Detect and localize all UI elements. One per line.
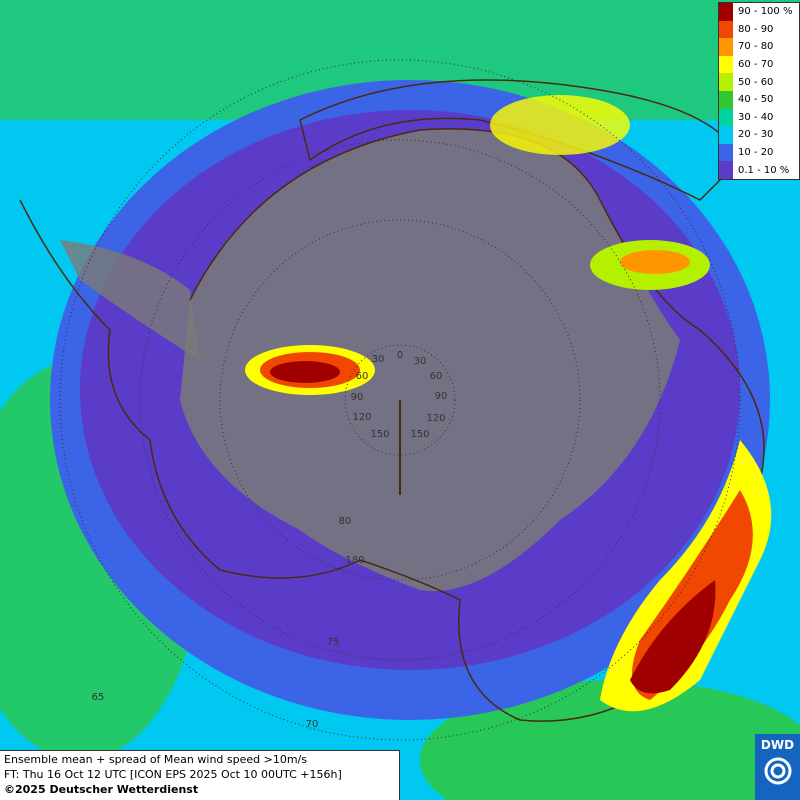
field-area <box>620 250 690 274</box>
legend-item: 30 - 40 <box>719 108 799 127</box>
legend-item: 40 - 50 <box>719 90 799 109</box>
legend-swatch <box>719 73 733 91</box>
legend-label: 0.1 - 10 % <box>738 164 790 176</box>
legend-label: 20 - 30 <box>738 129 774 141</box>
footer-line: FT: Thu 16 Oct 12 UTC [ICON EPS 2025 Oct… <box>4 768 342 781</box>
legend-label: 70 - 80 <box>738 41 774 53</box>
graticule <box>59 59 741 741</box>
legend-label: 30 - 40 <box>738 111 774 123</box>
footer-line: Ensemble mean + spread of Mean wind spee… <box>4 753 307 766</box>
legend-item: 80 - 90 <box>719 20 799 39</box>
legend: 90 - 100 % 80 - 90 70 - 80 60 - 70 50 - 60 40… <box>718 2 800 180</box>
graticule-label: 70 <box>306 719 319 730</box>
graticule-label: 120 <box>352 412 371 423</box>
coastline <box>19 128 765 722</box>
legend-swatch <box>719 90 733 109</box>
graticule-label: 150 <box>370 429 389 440</box>
legend-swatch <box>719 55 733 74</box>
graticule-label: 80 <box>339 516 352 527</box>
legend-label: 50 - 60 <box>738 76 774 88</box>
legend-swatch <box>719 143 733 162</box>
logo: DWD <box>755 734 800 800</box>
legend-item: 70 - 80 <box>719 38 799 56</box>
logo-text: DWD <box>760 738 795 752</box>
legend-label: 10 - 20 <box>738 147 774 159</box>
legend-item: 60 - 70 <box>719 55 799 74</box>
field-area <box>630 580 716 694</box>
legend-swatch <box>719 161 733 179</box>
logo-icon <box>764 757 791 785</box>
graticule-label: 30 <box>414 356 427 367</box>
legend-swatch <box>719 38 733 56</box>
graticule-label: 120 <box>426 413 445 424</box>
legend-label: 40 - 50 <box>738 94 774 106</box>
graticule <box>139 139 661 661</box>
legend-label: 90 - 100 % <box>738 6 793 18</box>
land-area <box>180 128 680 592</box>
legend-item: 50 - 60 <box>719 73 799 91</box>
graticule-label: 60 <box>430 371 443 382</box>
legend-swatch <box>719 3 733 21</box>
legend-item: 90 - 100 % <box>719 3 799 21</box>
legend-swatch <box>719 126 733 144</box>
graticule-label: 90 <box>351 392 364 403</box>
graticule-label: 0 <box>397 350 403 361</box>
field-area <box>420 680 800 800</box>
graticule-label: 30 <box>372 354 385 365</box>
graticule <box>219 219 581 581</box>
graticule <box>344 344 456 456</box>
graticule-label: 90 <box>435 391 448 402</box>
graticule-label: 180 <box>345 555 364 566</box>
field-area <box>490 95 630 155</box>
legend-swatch <box>719 108 733 127</box>
graticule-label: 150 <box>410 429 429 440</box>
legend-item: 10 - 20 <box>719 143 799 162</box>
legend-label: 60 - 70 <box>738 59 774 71</box>
graticule-label: 65 <box>92 692 105 703</box>
land-area <box>60 240 200 360</box>
legend-swatch <box>719 20 733 39</box>
field-area <box>270 361 340 383</box>
legend-label: 80 - 90 <box>738 23 774 35</box>
graticule-label: 60 <box>356 371 369 382</box>
graticule-label: 75 <box>327 637 340 648</box>
legend-item: 0.1 - 10 % <box>719 161 799 179</box>
footer-line: ©2025 Deutscher Wetterdienst <box>4 783 199 796</box>
footer: Ensemble mean + spread of Mean wind spee… <box>0 750 400 800</box>
legend-item: 20 - 30 <box>719 126 799 144</box>
